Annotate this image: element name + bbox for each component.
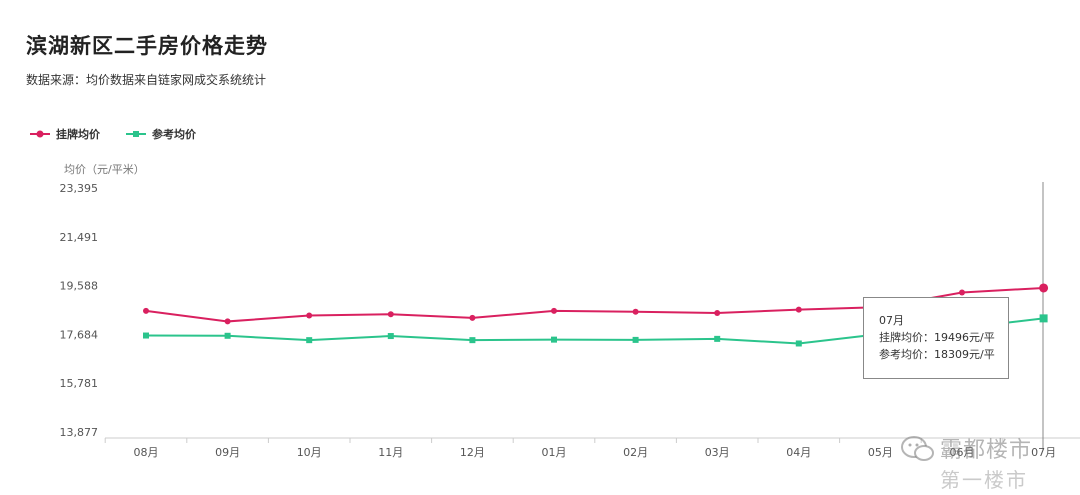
data-point-0 [143, 307, 149, 314]
tooltip-month: 07月 [879, 314, 904, 327]
y-tick-label: 17,684 [60, 328, 99, 341]
data-point-0 [551, 307, 557, 314]
data-point-0 [387, 311, 394, 318]
x-tick-label: 01月 [542, 446, 567, 459]
x-tick-label: 04月 [786, 446, 811, 459]
x-tick-label: 05月 [868, 446, 893, 459]
data-point-0 [795, 306, 802, 313]
legend-marker-square-icon [126, 131, 146, 137]
data-point-1 [224, 332, 231, 339]
tooltip-reference: 参考均价：18309元/平 [879, 348, 995, 361]
data-point-0 [959, 289, 965, 296]
x-tick-label: 10月 [297, 446, 322, 459]
x-tick-label: 03月 [705, 446, 730, 459]
x-tick-label: 06月 [950, 446, 975, 459]
chart-title: 滨湖新区二手房价格走势 [26, 34, 268, 58]
x-tick-label: 02月 [623, 446, 648, 459]
tooltip-listing: 挂牌均价：19496元/平 [879, 331, 995, 344]
data-point-1 [1039, 314, 1048, 323]
y-tick-label: 19,588 [60, 280, 99, 293]
data-point-0 [632, 308, 639, 315]
data-point-1 [551, 336, 557, 343]
data-point-1 [387, 333, 394, 340]
watermark-line2: 第一楼市 [940, 468, 1028, 492]
data-point-0 [469, 314, 476, 321]
legend-marker-circle-icon [30, 130, 50, 138]
legend-label-listing: 挂牌均价 [56, 128, 100, 141]
chart-subtitle: 数据来源：均价数据来自链家网成交系统统计 [26, 73, 267, 87]
data-point-1 [469, 337, 476, 344]
data-point-1 [714, 335, 721, 342]
watermark-line1: 霸都楼市 [940, 438, 1033, 463]
x-tick-label: 07月 [1031, 446, 1056, 459]
legend-label-reference: 参考均价 [152, 128, 196, 141]
data-point-0 [224, 318, 231, 325]
y-tick-label: 13,877 [60, 426, 99, 439]
data-point-0 [306, 312, 313, 319]
legend-item-reference[interactable]: 参考均价 [126, 126, 196, 142]
watermark: 霸都楼市 第一楼市 [890, 428, 1080, 495]
chart-legend: 挂牌均价 参考均价 [30, 126, 196, 142]
x-tick-label: 09月 [215, 446, 240, 459]
x-tick-label: 11月 [378, 446, 403, 459]
data-point-1 [306, 337, 313, 344]
legend-item-listing[interactable]: 挂牌均价 [30, 126, 100, 142]
x-tick-label: 12月 [460, 446, 485, 459]
data-point-0 [1039, 283, 1049, 293]
data-point-0 [714, 309, 721, 316]
wechat-icon [901, 436, 934, 461]
x-tick-label: 08月 [134, 446, 159, 459]
data-point-1 [143, 332, 149, 339]
data-point-1 [632, 336, 639, 343]
data-point-1 [795, 340, 802, 347]
y-tick-label: 15,781 [60, 377, 99, 390]
y-tick-label: 23,395 [60, 182, 99, 195]
chart-tooltip: 07月 挂牌均价：19496元/平 参考均价：18309元/平 [863, 297, 1009, 379]
y-tick-label: 21,491 [60, 231, 99, 244]
y-axis-label: 均价（元/平米） [64, 163, 145, 176]
